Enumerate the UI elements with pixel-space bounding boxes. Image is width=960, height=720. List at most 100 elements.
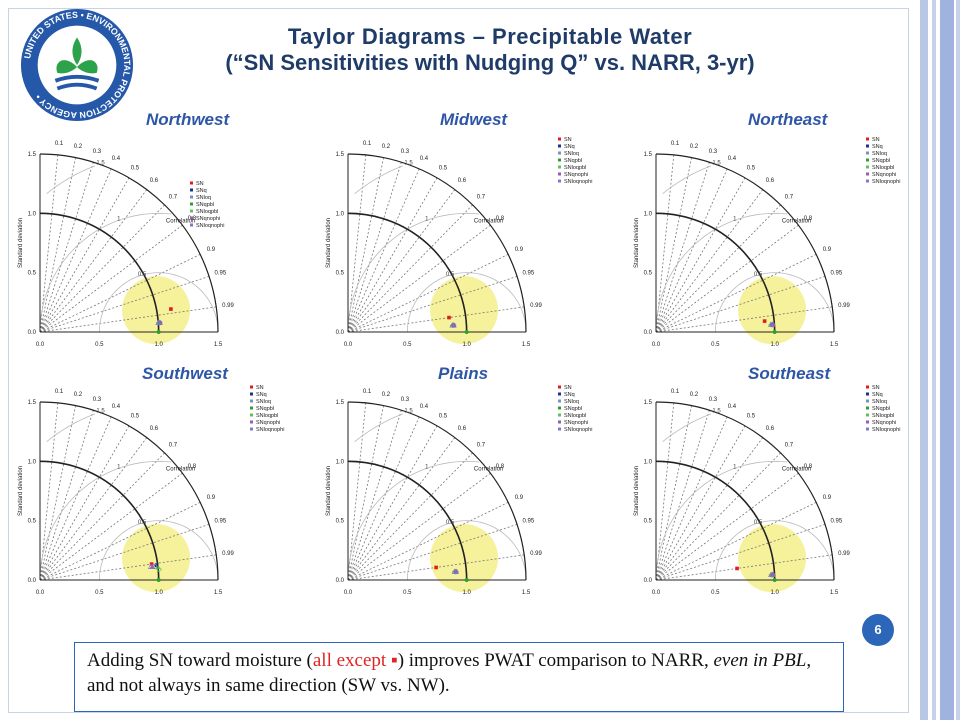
obs-marker (772, 330, 777, 334)
correlation-tick-label: 0.99 (530, 551, 542, 557)
correlation-line (655, 524, 826, 581)
marker-SN (762, 319, 767, 323)
x-tick-label: 0.0 (344, 342, 353, 348)
correlation-line (39, 154, 59, 333)
rms-arc (406, 520, 527, 581)
correlation-line (347, 204, 473, 333)
rms-arc (714, 520, 835, 581)
correlation-tick-label: 0.9 (207, 495, 216, 501)
legend-swatch (190, 202, 193, 206)
x-tick-label: 0.5 (95, 590, 104, 596)
correlation-tick-label: 0.3 (93, 149, 102, 155)
legend-label: SN (564, 385, 572, 391)
correlation-tick-label: 0.2 (690, 144, 699, 150)
legend-swatch (558, 158, 561, 162)
y-tick-label: 0.0 (644, 330, 653, 336)
correlation-label: Correlation (166, 218, 195, 224)
rms-arc (655, 212, 788, 333)
correlation-line (347, 405, 384, 581)
x-tick-label: 0.5 (711, 342, 720, 348)
marker-SNloqnophi (767, 321, 774, 327)
correlation-tick-label: 0.7 (785, 194, 794, 200)
correlation-tick-label: 0.1 (671, 141, 680, 147)
correlation-label: Correlation (782, 466, 811, 472)
rms-arc (98, 272, 219, 333)
rms-label: 0.5 (754, 520, 763, 526)
legend-label: SNqnophi (564, 420, 588, 426)
obs-marker (156, 578, 161, 582)
rms-arc (714, 272, 835, 333)
correlation-line (347, 276, 518, 333)
correlation-tick-label: 0.99 (222, 303, 234, 309)
rms-label: 1.5 (712, 409, 721, 415)
correlation-line (39, 254, 201, 333)
legend-label: SNloqnophi (872, 427, 900, 433)
rms-arc (662, 165, 712, 194)
x-tick-label: 1.0 (770, 342, 779, 348)
region-label-northwest: Northwest (146, 110, 230, 129)
correlation-line (347, 410, 402, 581)
outer-arc (40, 401, 219, 581)
legend-swatch (558, 420, 561, 424)
correlation-tick-label: 0.1 (363, 141, 372, 147)
correlation-line (655, 405, 692, 581)
x-tick-label: 0.5 (95, 342, 104, 348)
correlation-line (347, 416, 420, 581)
title-line-2: (“SN Sensitivities with Nudging Q” vs. N… (225, 50, 755, 76)
correlation-tick-label: 0.8 (804, 464, 813, 470)
correlation-line (347, 402, 367, 581)
legend-label: SNloqpbl (872, 165, 894, 171)
rms-arc (46, 413, 96, 442)
correlation-line (39, 437, 148, 581)
correlation-tick-label: 0.6 (458, 426, 467, 432)
outer-arc (348, 153, 527, 333)
legend-label: SN (196, 181, 204, 187)
correlation-line (347, 189, 456, 333)
x-tick-label: 1.5 (522, 590, 531, 596)
correlation-line (39, 276, 210, 333)
marker-SN (447, 315, 451, 320)
marker-SNloqnophi (147, 563, 154, 569)
correlation-tick-label: 0.7 (477, 194, 486, 200)
rms-label: 1 (733, 216, 737, 222)
rms-arc (354, 413, 404, 442)
correlation-line (347, 502, 509, 581)
taylor-diagram-midwest: 0.0 0.5 1.0 1.5 0.0 0.5 1.0 1.5 Standard deviati… (326, 137, 592, 348)
correlation-line (347, 437, 456, 581)
x-tick-label: 0.5 (403, 342, 412, 348)
correlation-line (347, 168, 420, 333)
rms-label: 1 (117, 216, 121, 222)
legend-swatch (866, 158, 869, 162)
correlation-tick-label: 0.4 (728, 156, 737, 162)
correlation-tick-label: 0.8 (496, 216, 505, 222)
legend-label: SN (256, 385, 264, 391)
outer-arc (40, 153, 219, 333)
correlation-line (655, 452, 781, 581)
legend-swatch (558, 179, 561, 183)
outer-arc (348, 401, 527, 581)
rms-arc (39, 460, 172, 581)
correlation-tick-label: 0.6 (766, 178, 775, 184)
caption-text-3: , and not always in same direction (SW v… (87, 650, 812, 696)
correlation-tick-label: 0.5 (131, 414, 140, 420)
correlation-line (39, 416, 112, 581)
correlation-line (655, 154, 675, 333)
legend-swatch (866, 427, 869, 431)
correlation-tick-label: 0.5 (439, 166, 448, 172)
legend-swatch (250, 392, 253, 396)
legend-label: SNq (872, 144, 883, 150)
rms-arc (662, 413, 712, 442)
legend-swatch (190, 216, 193, 220)
correlation-line (347, 425, 438, 581)
legend-label: SNqpbl (564, 158, 582, 164)
legend-swatch (250, 427, 253, 431)
correlation-tick-label: 0.5 (747, 414, 756, 420)
correlation-tick-label: 0.7 (169, 442, 178, 448)
legend-label: SNqpbl (196, 202, 214, 208)
legend-swatch (558, 385, 561, 389)
correlation-line (39, 554, 217, 581)
correlation-line (39, 524, 210, 581)
correlation-tick-label: 0.3 (93, 397, 102, 403)
legend-label: SNq (256, 392, 267, 398)
correlation-tick-label: 0.2 (74, 144, 83, 150)
